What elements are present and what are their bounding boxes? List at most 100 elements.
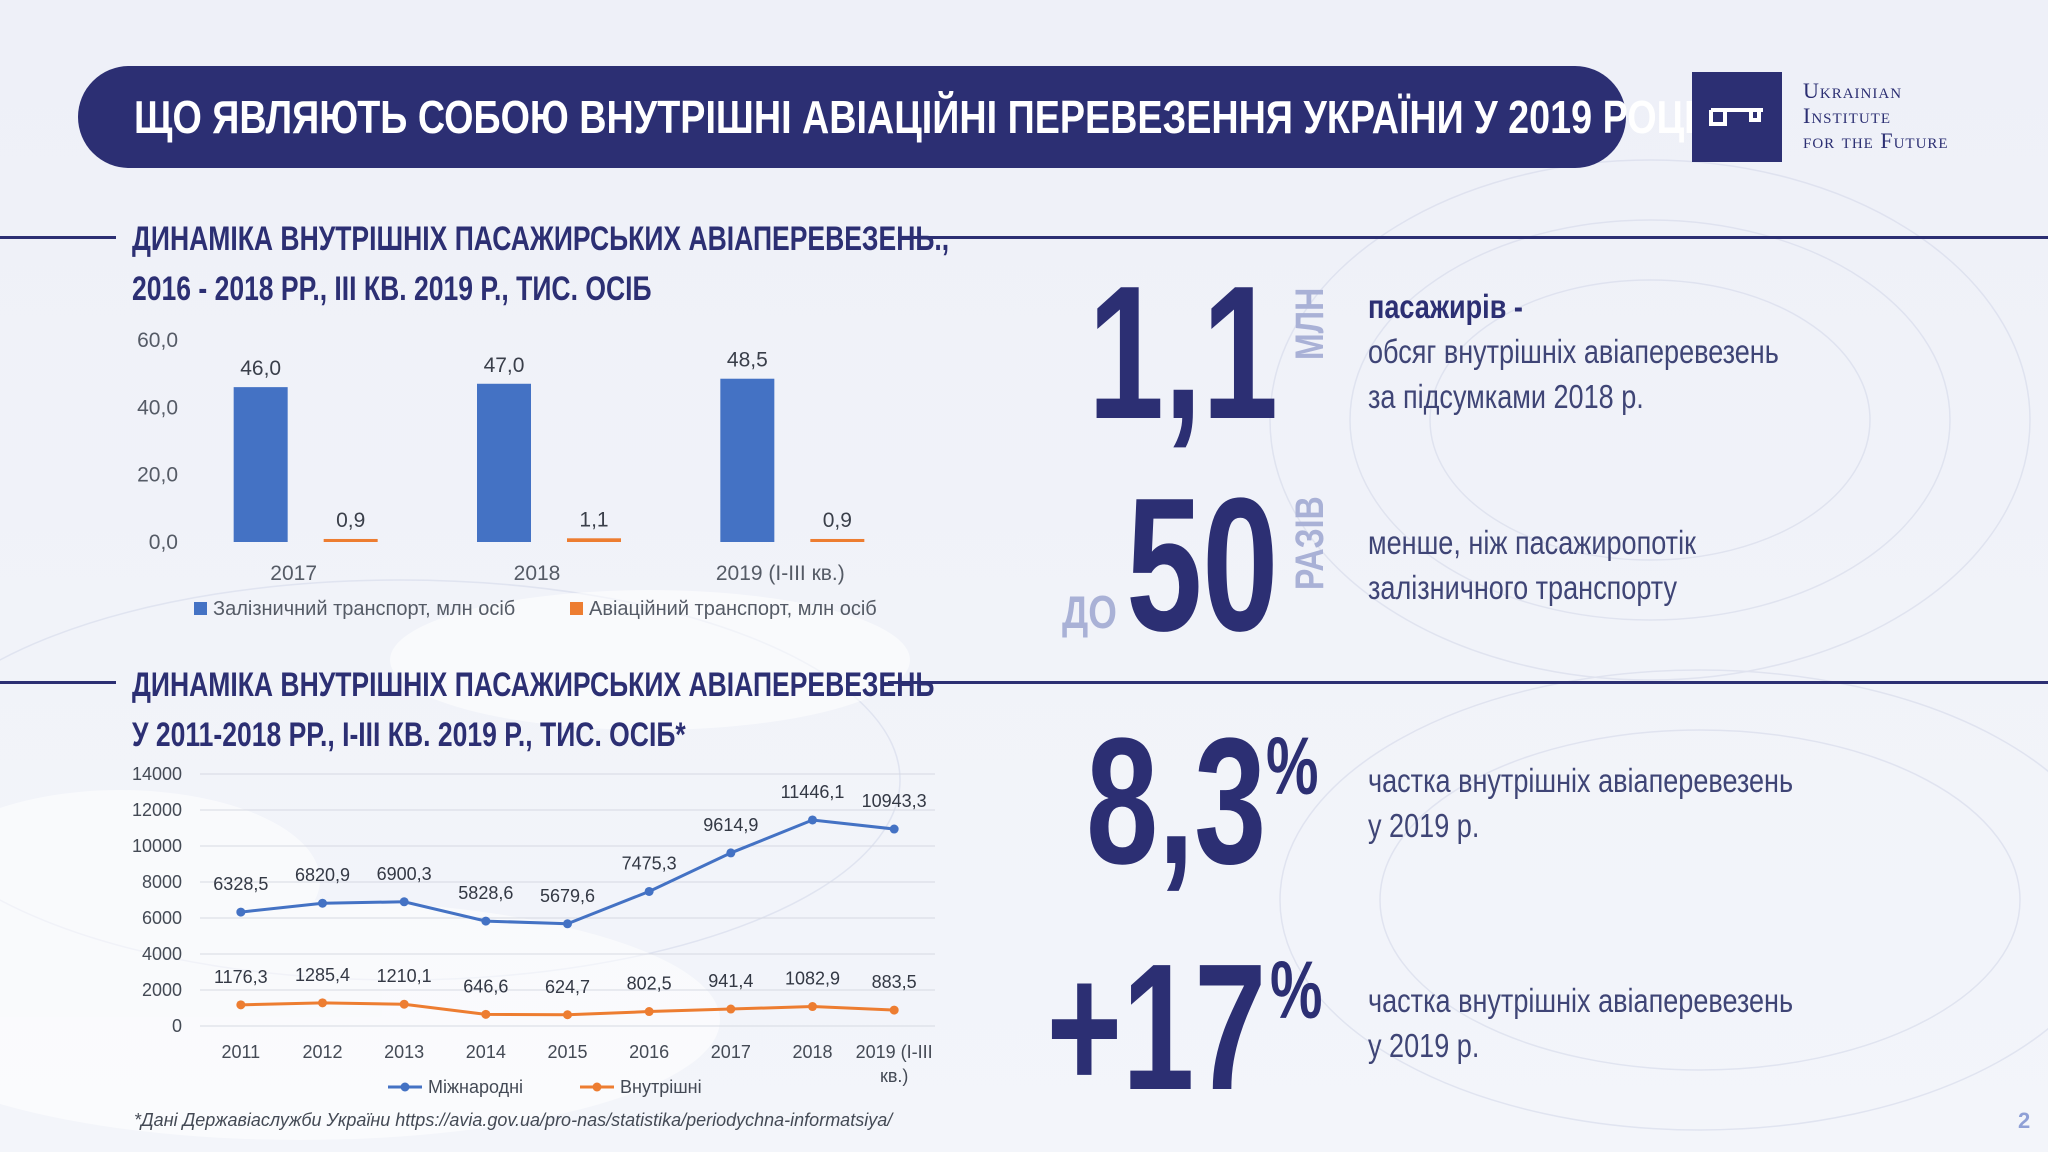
data-point <box>481 916 491 926</box>
y-tick-label: 8000 <box>142 872 182 892</box>
logo-wordmark: Ukrainian Institute for the Future <box>1803 78 1949 153</box>
y-tick-label: 40,0 <box>137 396 178 419</box>
x-tick-label: 2019 (I-III <box>856 1042 933 1062</box>
data-label: 6900,3 <box>377 864 432 884</box>
section1-rule-right <box>905 236 2048 239</box>
x-tick-label: 2019 (I-III кв.) <box>716 562 845 585</box>
data-label: 11446,1 <box>781 782 845 802</box>
logo-line-1: Ukrainian <box>1803 78 1903 103</box>
section2-rule-right <box>888 681 2048 684</box>
x-tick-label: 2018 <box>792 1042 832 1062</box>
x-tick-label: 2014 <box>466 1042 506 1062</box>
stat2-value: 50 <box>1125 459 1278 671</box>
data-point <box>563 1010 572 1020</box>
x-tick-label: 2011 <box>221 1042 260 1062</box>
stat3-value: 8,3 <box>1085 701 1266 902</box>
legend-swatch <box>194 602 207 615</box>
data-point <box>399 999 409 1009</box>
stat3-desc-line2: у 2019 р. <box>1368 807 1480 844</box>
y-tick-label: 60,0 <box>137 329 178 352</box>
bar-chart: 0,0 20,0 40,0 60,0 46,0 0,9 2017 47,0 1,1 2018 48,… <box>137 329 877 620</box>
stat1-value: 1,1 <box>1087 247 1278 459</box>
data-point <box>563 919 572 929</box>
data-label: 624,7 <box>545 977 590 997</box>
section2-title-line2: У 2011-2018 РР., І-ІІІ КВ. 2019 Р., ТИС.… <box>132 716 686 754</box>
stat3-description: частка внутрішніх авіаперевезень у 2019 … <box>1368 758 1793 848</box>
data-label: 7475,3 <box>622 853 677 873</box>
legend-label: Залізничний транспорт, млн осіб <box>213 598 515 620</box>
bar <box>233 387 288 542</box>
data-label: 0,9 <box>336 509 365 532</box>
section1-title-line2: 2016 - 2018 РР., ІІІ КВ. 2019 Р., ТИС. О… <box>132 270 652 308</box>
data-point <box>236 1000 246 1010</box>
logo-mark <box>1692 72 1782 162</box>
stat2-unit: РАЗІВ <box>1288 496 1332 590</box>
data-label: 5828,6 <box>458 883 513 903</box>
y-tick-label: 2000 <box>142 980 182 1000</box>
x-tick-label: 2017 <box>711 1042 751 1062</box>
section2-title-line1: ДИНАМІКА ВНУТРІШНІХ ПАСАЖИРСЬКИХ АВІАПЕР… <box>132 666 935 704</box>
bar <box>323 538 378 542</box>
data-point <box>399 897 409 907</box>
data-label: 6328,5 <box>213 874 268 894</box>
data-point <box>318 898 327 908</box>
y-tick-label: 12000 <box>132 800 182 820</box>
bar <box>810 538 865 542</box>
data-point <box>726 1004 736 1014</box>
legend-swatch <box>570 602 583 615</box>
stat4-desc-line2: у 2019 р. <box>1368 1027 1480 1064</box>
section2-title: ДИНАМІКА ВНУТРІШНІХ ПАСАЖИРСЬКИХ АВІАПЕР… <box>132 660 934 760</box>
logo-line-3: for the Future <box>1803 128 1949 153</box>
data-label: 1176,3 <box>214 967 268 987</box>
bar <box>477 383 531 542</box>
stat4-description: частка внутрішніх авіаперевезень у 2019 … <box>1368 978 1793 1068</box>
title-banner: ЩО ЯВЛЯЮТЬ СОБОЮ ВНУТРІШНІ АВІАЦІЙНІ ПЕР… <box>78 66 1718 168</box>
data-label: 1285,4 <box>295 965 350 985</box>
data-label: 646,6 <box>463 976 508 996</box>
stat1-desc-line1: обсяг внутрішніх авіаперевезень <box>1368 333 1779 370</box>
data-point <box>318 998 327 1008</box>
data-point <box>889 824 899 834</box>
data-label: 802,5 <box>627 974 672 994</box>
x-tick-label: 2016 <box>629 1042 669 1062</box>
stat1-desc-bold: пасажирів - <box>1368 288 1523 325</box>
data-point <box>889 1005 899 1015</box>
stat4-unit: % <box>1270 945 1323 1036</box>
logo-line-2: Institute <box>1803 103 1891 128</box>
section2-rule-left <box>0 681 116 684</box>
section1-title-line1: ДИНАМІКА ВНУТРІШНІХ ПАСАЖИРСЬКИХ АВІАПЕР… <box>132 220 950 258</box>
data-point <box>644 886 654 896</box>
legend-label: Міжнародні <box>428 1077 523 1097</box>
legend-label: Внутрішні <box>620 1077 702 1097</box>
y-tick-label: 0,0 <box>149 531 178 554</box>
page-title: ЩО ЯВЛЯЮТЬ СОБОЮ ВНУТРІШНІ АВІАЦІЙНІ ПЕР… <box>134 91 1718 143</box>
data-label: 9614,9 <box>703 815 758 835</box>
y-tick-label: 20,0 <box>137 464 178 487</box>
stat3-unit: % <box>1266 721 1319 812</box>
stat2-desc-line2: залізничного транспорту <box>1368 569 1678 606</box>
data-point <box>644 1007 654 1017</box>
data-label: 883,5 <box>872 972 917 992</box>
data-point <box>808 1002 817 1012</box>
x-tick-label: 2018 <box>514 562 561 585</box>
stat2-prefix: ДО <box>1062 586 1117 638</box>
stat3-desc-line1: частка внутрішніх авіаперевезень <box>1368 762 1794 799</box>
line-chart: 0 2000 4000 6000 8000 10000 12000 14000 2011 2012… <box>132 764 935 1097</box>
stat2-desc-line1: менше, ніж пасажиропотік <box>1368 524 1696 561</box>
x-tick-label-cont: кв.) <box>880 1066 908 1086</box>
data-label: 10943,3 <box>862 791 927 811</box>
data-label: 0,9 <box>823 509 852 532</box>
data-label: 941,4 <box>708 971 753 991</box>
data-label: 48,5 <box>727 349 768 372</box>
legend-marker <box>592 1082 602 1092</box>
data-point <box>236 907 246 917</box>
legend-marker <box>400 1082 410 1092</box>
y-tick-label: 10000 <box>132 836 182 856</box>
data-point <box>726 848 736 858</box>
key-icon <box>1709 108 1763 126</box>
data-label: 47,0 <box>484 354 525 377</box>
stat1-description: пасажирів - обсяг внутрішніх авіаперевез… <box>1368 284 1779 419</box>
x-tick-label: 2013 <box>384 1042 424 1062</box>
x-tick-label: 2017 <box>270 562 317 585</box>
stat1-desc-line2: за підсумками 2018 р. <box>1368 378 1644 415</box>
